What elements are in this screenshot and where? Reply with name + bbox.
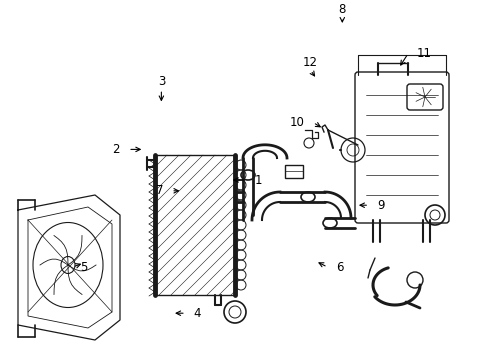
Text: 12: 12 <box>303 56 317 69</box>
Text: 4: 4 <box>193 307 201 320</box>
Text: 2: 2 <box>112 143 120 156</box>
Text: 5: 5 <box>80 261 87 274</box>
Text: 7: 7 <box>155 184 163 197</box>
Text: 10: 10 <box>289 116 305 129</box>
Bar <box>285 165 303 178</box>
Text: 3: 3 <box>157 75 165 88</box>
Text: 9: 9 <box>376 199 384 212</box>
Text: 8: 8 <box>338 3 346 16</box>
Text: 1: 1 <box>254 174 262 186</box>
Text: 11: 11 <box>415 47 430 60</box>
Text: 6: 6 <box>335 261 343 274</box>
